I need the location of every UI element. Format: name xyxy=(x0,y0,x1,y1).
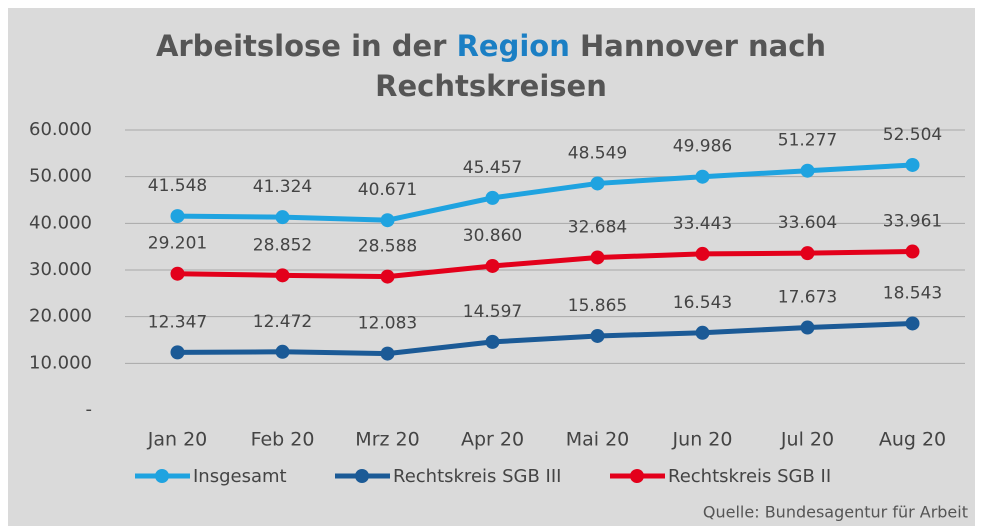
point xyxy=(695,325,710,340)
y-tick-label: - xyxy=(86,399,93,420)
data-label: 17.673 xyxy=(778,288,837,308)
point xyxy=(695,169,710,184)
data-label: 40.671 xyxy=(358,180,417,200)
series-line xyxy=(177,320,913,357)
legend-label: Insgesamt xyxy=(193,466,287,487)
x-tick-label: Mrz 20 xyxy=(355,429,419,451)
data-label: 15.865 xyxy=(568,296,627,316)
data-label: 30.860 xyxy=(463,226,522,246)
x-tick-label: Jan 20 xyxy=(147,429,208,451)
data-label: 14.597 xyxy=(463,302,522,322)
point xyxy=(905,316,920,331)
legend-swatch-marker xyxy=(630,469,644,483)
series-line xyxy=(177,249,913,280)
point xyxy=(590,250,605,265)
y-tick-label: 20.000 xyxy=(29,306,92,327)
y-tick-label: 10.000 xyxy=(29,352,92,373)
point xyxy=(485,258,500,273)
legend-swatch-marker xyxy=(355,469,369,483)
x-tick-label: Jun 20 xyxy=(672,429,733,451)
source: Quelle: Bundesagentur für Arbeit xyxy=(703,503,968,522)
legend-label: Rechtskreis SGB III xyxy=(393,466,562,487)
point xyxy=(905,157,920,172)
point xyxy=(695,246,710,261)
series-line xyxy=(177,162,913,223)
legend-label: Rechtskreis SGB II xyxy=(668,466,831,487)
data-label: 45.457 xyxy=(463,158,522,178)
point xyxy=(275,344,290,359)
y-tick-label: 40.000 xyxy=(29,212,92,233)
legend-swatch-marker xyxy=(155,469,169,483)
data-label: 33.961 xyxy=(883,212,942,232)
point xyxy=(800,163,815,178)
data-label: 51.277 xyxy=(778,131,837,151)
title-part: Hannover nach xyxy=(580,29,826,63)
data-label: 32.684 xyxy=(568,217,627,237)
x-tick-label: Jul 20 xyxy=(780,429,834,451)
x-tick-label: Mai 20 xyxy=(566,429,630,451)
title-highlight: Region xyxy=(457,29,570,63)
point xyxy=(590,176,605,191)
point xyxy=(170,345,185,360)
point xyxy=(275,210,290,225)
y-tick-label: 50.000 xyxy=(29,166,92,187)
chart-title: Arbeitslose in der Region Hannover nach xyxy=(156,29,826,63)
x-tick-label: Apr 20 xyxy=(461,429,524,451)
x-tick-label: Feb 20 xyxy=(251,429,315,451)
data-label: 52.504 xyxy=(883,125,942,145)
data-label: 33.604 xyxy=(778,213,837,233)
point xyxy=(380,269,395,284)
y-tick-label: 30.000 xyxy=(29,259,92,280)
point xyxy=(275,268,290,283)
data-label: 49.986 xyxy=(673,137,732,157)
data-label: 48.549 xyxy=(568,143,627,163)
point xyxy=(905,244,920,259)
point xyxy=(590,328,605,343)
y-tick-label: 60.000 xyxy=(29,119,92,140)
data-label: 16.543 xyxy=(673,293,732,313)
point xyxy=(380,213,395,228)
data-label: 28.588 xyxy=(358,237,417,257)
data-label: 12.472 xyxy=(253,312,312,332)
point xyxy=(485,190,500,205)
point xyxy=(380,346,395,361)
data-label: 28.852 xyxy=(253,235,312,255)
x-tick-label: Aug 20 xyxy=(879,429,946,451)
data-label: 18.543 xyxy=(883,283,942,303)
data-label: 12.347 xyxy=(148,312,207,332)
data-label: 41.548 xyxy=(148,176,207,196)
chart-title: Rechtskreisen xyxy=(375,69,607,103)
title-part: Arbeitslose in der xyxy=(156,29,447,63)
point xyxy=(170,266,185,281)
data-label: 29.201 xyxy=(148,234,207,254)
data-label: 41.324 xyxy=(253,177,312,197)
point xyxy=(170,209,185,224)
point xyxy=(800,246,815,261)
point xyxy=(485,334,500,349)
data-label: 12.083 xyxy=(358,314,417,334)
data-label: 33.443 xyxy=(673,214,732,234)
point xyxy=(800,320,815,335)
